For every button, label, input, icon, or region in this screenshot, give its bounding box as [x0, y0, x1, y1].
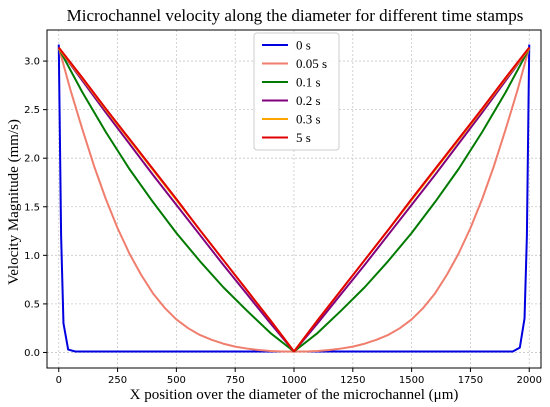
- x-tick-label: 1250: [340, 375, 365, 386]
- x-tick-label: 1000: [281, 375, 306, 386]
- chart-title: Microchannel velocity along the diameter…: [67, 6, 524, 25]
- x-tick-label: 500: [167, 375, 186, 386]
- y-axis-label: Velocity Magnitude (mm/s): [6, 119, 22, 285]
- legend-label: 0.1 s: [296, 75, 321, 90]
- y-tick-label: 3.0: [24, 57, 40, 68]
- x-axis-ticks: 0 250 500 750 1000 1250 1500 1750 2000: [56, 368, 542, 386]
- series-group: [57, 44, 531, 353]
- y-tick-label: 0.5: [24, 299, 40, 310]
- x-axis-label: X position over the diameter of the micr…: [130, 387, 459, 403]
- x-tick-label: 250: [108, 375, 127, 386]
- legend: 0 s 0.05 s 0.1 s 0.2 s 0.3 s 5 s: [253, 32, 340, 151]
- y-tick-label: 1.0: [24, 251, 40, 262]
- y-tick-label: 2.0: [24, 154, 40, 165]
- legend-label: 0.05 s: [296, 56, 327, 71]
- y-axis-ticks: 0.0 0.5 1.0 1.5 2.0 2.5 3.0: [24, 57, 47, 359]
- y-tick-label: 0.0: [24, 348, 40, 359]
- legend-box: [253, 32, 340, 151]
- y-tick-label: 2.5: [24, 105, 40, 116]
- y-tick-label: 1.5: [24, 202, 40, 213]
- x-tick-label: 1750: [458, 375, 483, 386]
- legend-label: 0.2 s: [296, 93, 321, 108]
- x-tick-label: 0: [56, 375, 62, 386]
- x-tick-label: 2000: [517, 375, 542, 386]
- x-tick-label: 750: [226, 375, 245, 386]
- legend-label: 0 s: [296, 38, 311, 53]
- series-line-5-s: [57, 46, 531, 353]
- x-tick-label: 1500: [399, 375, 424, 386]
- legend-label: 0.3 s: [296, 112, 321, 127]
- legend-label: 5 s: [296, 130, 311, 145]
